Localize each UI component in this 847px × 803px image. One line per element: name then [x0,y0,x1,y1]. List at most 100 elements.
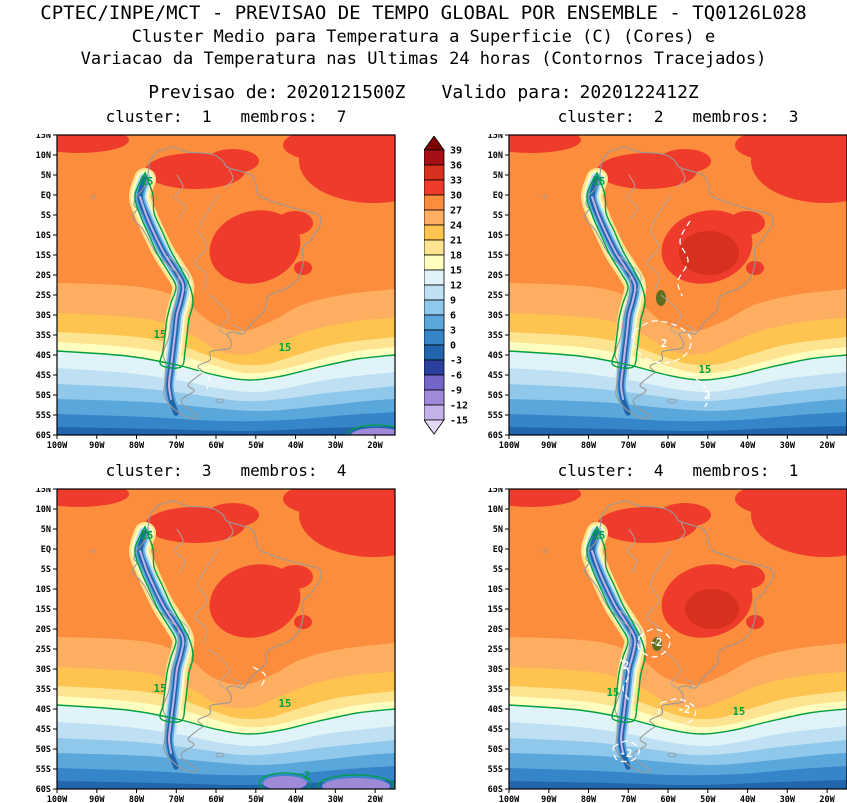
temperature-field: 15 2 15 2 [509,135,847,435]
lat-tick-label: 10N [36,151,51,161]
lat-tick-label: 5S [41,211,51,221]
lat-tick-label: 10S [488,585,503,595]
lat-tick-label: 15S [488,605,503,615]
lon-tick-label: 100W [499,795,520,803]
lat-tick-label: 15S [36,605,51,615]
contour-label: 2 [304,770,310,782]
contour-label: 15 [699,364,712,376]
variation-contour [637,628,671,658]
lat-tick-label: 35S [36,685,51,695]
variation-contour [686,372,710,408]
lon-tick-label: 40W [288,795,304,803]
colorbar-tick-label: 9 [450,296,456,307]
colorbar-tick-label: 0 [450,341,456,352]
lon-tick-label: 90W [541,795,557,803]
contour-label: -2 [678,704,691,716]
lat-tick-label: 50S [488,391,503,401]
lon-tick-label: 80W [581,441,597,451]
lat-tick-label: 15N [36,488,51,495]
colorbar-tick-label: 15 [450,266,462,277]
variation-contour [631,320,692,364]
isotherm-15c-line [57,704,395,735]
map-panel-cluster-4: 15 -2 2 15 -2 15 -2 100W 90W 80W 70W 60W 50W 40W 30W 20… [479,488,847,803]
lat-tick-label: 5S [41,565,51,575]
lon-tick-label: 90W [89,795,105,803]
lon-tick-label: 100W [47,795,68,803]
lat-tick-label: 30S [36,665,51,675]
map-panel-cluster-1: 15 15 15 100W 90W 80W 70W 60W 50W 40W 30W 20W 15N 10N… [27,134,400,452]
lat-tick-label: 55S [36,411,51,421]
map-frame [56,488,396,790]
variation-contour [620,658,632,704]
coastline [584,146,774,419]
lat-tick-label: 55S [488,411,503,421]
valid-label: Valido para: [441,82,572,103]
colorbar-tick-label: -15 [450,416,468,427]
colorbar-tick-label: -9 [450,386,462,397]
lon-tick-label: 60W [208,795,224,803]
lat-tick-label: 60S [488,785,503,795]
lon-tick-label: 60W [660,441,676,451]
colorbar-tick-label: 36 [450,161,462,172]
lat-tick-label: 25S [36,291,51,301]
forecast-line: Previsao de: 2020121500Z Valido para: 20201… [0,82,847,103]
colorbar-tick-label: 27 [450,206,462,217]
colorbar-tick-label: 24 [450,221,462,232]
lat-tick-label: 60S [36,431,51,441]
contour-label: -2 [650,637,663,649]
lon-tick-label: 60W [208,441,224,451]
lon-tick-label: 30W [780,441,796,451]
lat-tick-label: 40S [488,351,503,361]
contour-label: 15 [607,687,620,699]
temperature-field: 15 -2 2 15 -2 15 -2 [509,489,847,789]
lat-tick-label: EQ [493,191,503,201]
lat-tick-label: 35S [488,685,503,695]
lon-tick-label: 20W [819,441,835,451]
lon-tick-label: 80W [129,441,145,451]
lon-tick-label: 20W [367,441,383,451]
lon-tick-label: 100W [47,441,68,451]
map-frame [508,488,847,790]
lat-tick-label: 15S [488,251,503,261]
contour-label: 15 [154,683,167,695]
map-frame [508,134,847,436]
lat-tick-label: 5N [41,525,51,535]
isotherm-15c-andes-loop [586,171,646,369]
lat-tick-label: 50S [36,391,51,401]
lat-tick-label: 20S [488,271,503,281]
colorbar-tick-label: 18 [450,251,462,262]
map-svg-cluster-4: 15 -2 2 15 -2 15 -2 100W 90W 80W 70W 60W 50W 40W 30W 20… [488,488,847,803]
panel-title-cluster-2: cluster: 2 membros: 3 [557,107,799,126]
colorbar-tick-label: 39 [450,146,462,157]
lon-tick-label: 60W [660,795,676,803]
temperature-field: 15 15 15 2 [57,489,395,789]
contour-label: 2 [661,338,667,350]
lat-tick-label: 25S [36,645,51,655]
colorbar-tick-label: 12 [450,281,462,292]
lat-tick-label: 15N [488,134,503,141]
isotherm-15c-andes-loop [134,525,194,723]
lat-tick-label: 10N [488,151,503,161]
lat-tick-label: 45S [488,725,503,735]
lat-tick-label: 50S [36,745,51,755]
colorbar-tick-label: 33 [450,176,462,187]
lat-tick-label: 20S [488,625,503,635]
lat-tick-label: 10S [36,585,51,595]
isotherm-15c-line [57,350,395,381]
lat-tick-label: 35S [488,331,503,341]
lat-tick-label: 15N [488,488,503,495]
isotherm-15c-andes-loop [586,525,646,723]
lat-tick-label: 60S [488,431,503,441]
lat-tick-label: 55S [488,765,503,775]
main-title: CPTEC/INPE/MCT - PREVISAO DE TEMPO GLOBA… [40,2,807,24]
temperature-colorbar: 39 36 33 30 27 24 21 18 15 12 9 6 3 0 -3 -6 -9 -12 -15 [424,136,494,436]
valid-value: 2020122412Z [579,82,699,103]
init-value: 2020121500Z [286,82,406,103]
variation-contour [252,666,266,688]
lat-tick-label: 5N [41,171,51,181]
isotherm-15c-andes-loop [134,171,194,369]
isotherm-15c-line [509,350,847,381]
colorbar-tick-label: 6 [450,311,456,322]
lat-tick-label: 20S [36,271,51,281]
